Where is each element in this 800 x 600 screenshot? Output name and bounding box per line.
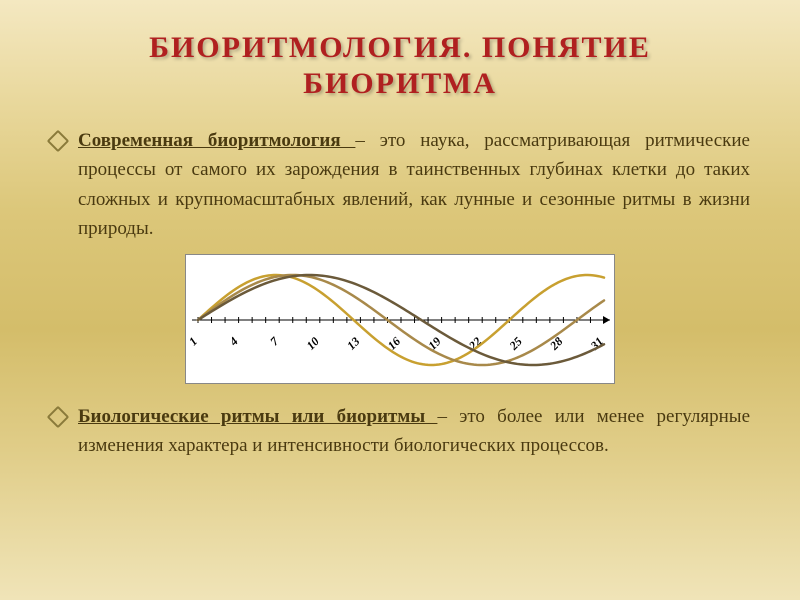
term-1: Современная биоритмология	[78, 130, 355, 151]
diamond-icon	[50, 133, 64, 147]
svg-text:28: 28	[546, 334, 565, 353]
bullet-1: Современная биоритмология – это наука, р…	[50, 126, 750, 244]
svg-text:4: 4	[226, 334, 241, 349]
page-title: БИОРИТМОЛОГИЯ. ПОНЯТИЕ БИОРИТМА	[50, 30, 750, 102]
svg-text:13: 13	[344, 334, 362, 352]
slide: БИОРИТМОЛОГИЯ. ПОНЯТИЕ БИОРИТМА Современ…	[0, 0, 800, 600]
bullet-2: Биологические ритмы или биоритмы – это б…	[50, 402, 750, 461]
svg-text:19: 19	[425, 334, 443, 352]
svg-text:25: 25	[506, 334, 525, 353]
svg-text:7: 7	[267, 333, 282, 348]
svg-text:1: 1	[186, 334, 200, 348]
paragraph-1: Современная биоритмология – это наука, р…	[78, 126, 750, 244]
biorhythm-chart-svg: 1471013161922252831	[186, 255, 616, 385]
biorhythm-chart: 1471013161922252831	[185, 254, 615, 384]
svg-text:10: 10	[304, 334, 322, 352]
term-2: Биологические ритмы или биоритмы	[78, 406, 437, 427]
paragraph-2: Биологические ритмы или биоритмы – это б…	[78, 402, 750, 461]
diamond-icon	[50, 409, 64, 423]
